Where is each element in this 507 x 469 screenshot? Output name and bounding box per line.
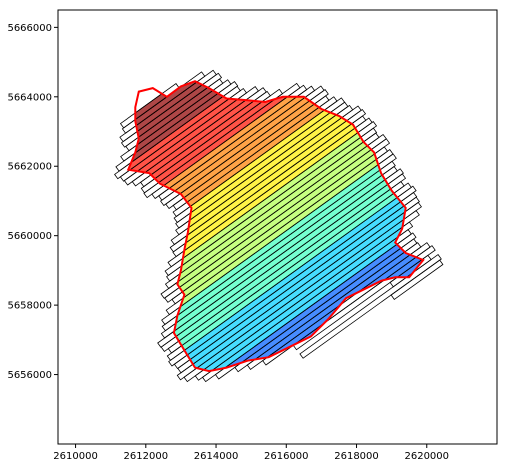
x-axis: 2610000 2612000 2614000 2616000 2618000 26200… — [53, 444, 449, 462]
y-tick-label: 5666000 — [7, 23, 52, 34]
x-tick-label: 2612000 — [124, 451, 169, 462]
strip-fill — [128, 81, 206, 134]
y-tick-label: 5656000 — [7, 370, 52, 381]
strip-outline — [292, 245, 436, 351]
y-axis: 5656000 5658000 5660000 5662000 5664000 56660… — [7, 23, 58, 381]
x-tick-label: 2618000 — [334, 451, 379, 462]
x-tick-label: 2616000 — [264, 451, 309, 462]
x-tick-label: 2610000 — [53, 451, 98, 462]
strip-fill — [128, 81, 223, 148]
region-outline — [126, 80, 425, 373]
y-tick-label: 5664000 — [7, 92, 52, 103]
strip-outline — [262, 242, 431, 366]
x-tick-label: 2620000 — [404, 451, 449, 462]
axes-frame — [57, 9, 498, 445]
x-tick-label: 2614000 — [194, 451, 239, 462]
strip-fill — [128, 81, 224, 152]
y-tick-label: 5660000 — [7, 231, 52, 242]
strip-fill — [128, 81, 232, 162]
strip-outline — [299, 254, 442, 359]
strip-fill — [128, 81, 217, 143]
y-tick-label: 5662000 — [7, 162, 52, 173]
y-tick-label: 5658000 — [7, 301, 52, 312]
